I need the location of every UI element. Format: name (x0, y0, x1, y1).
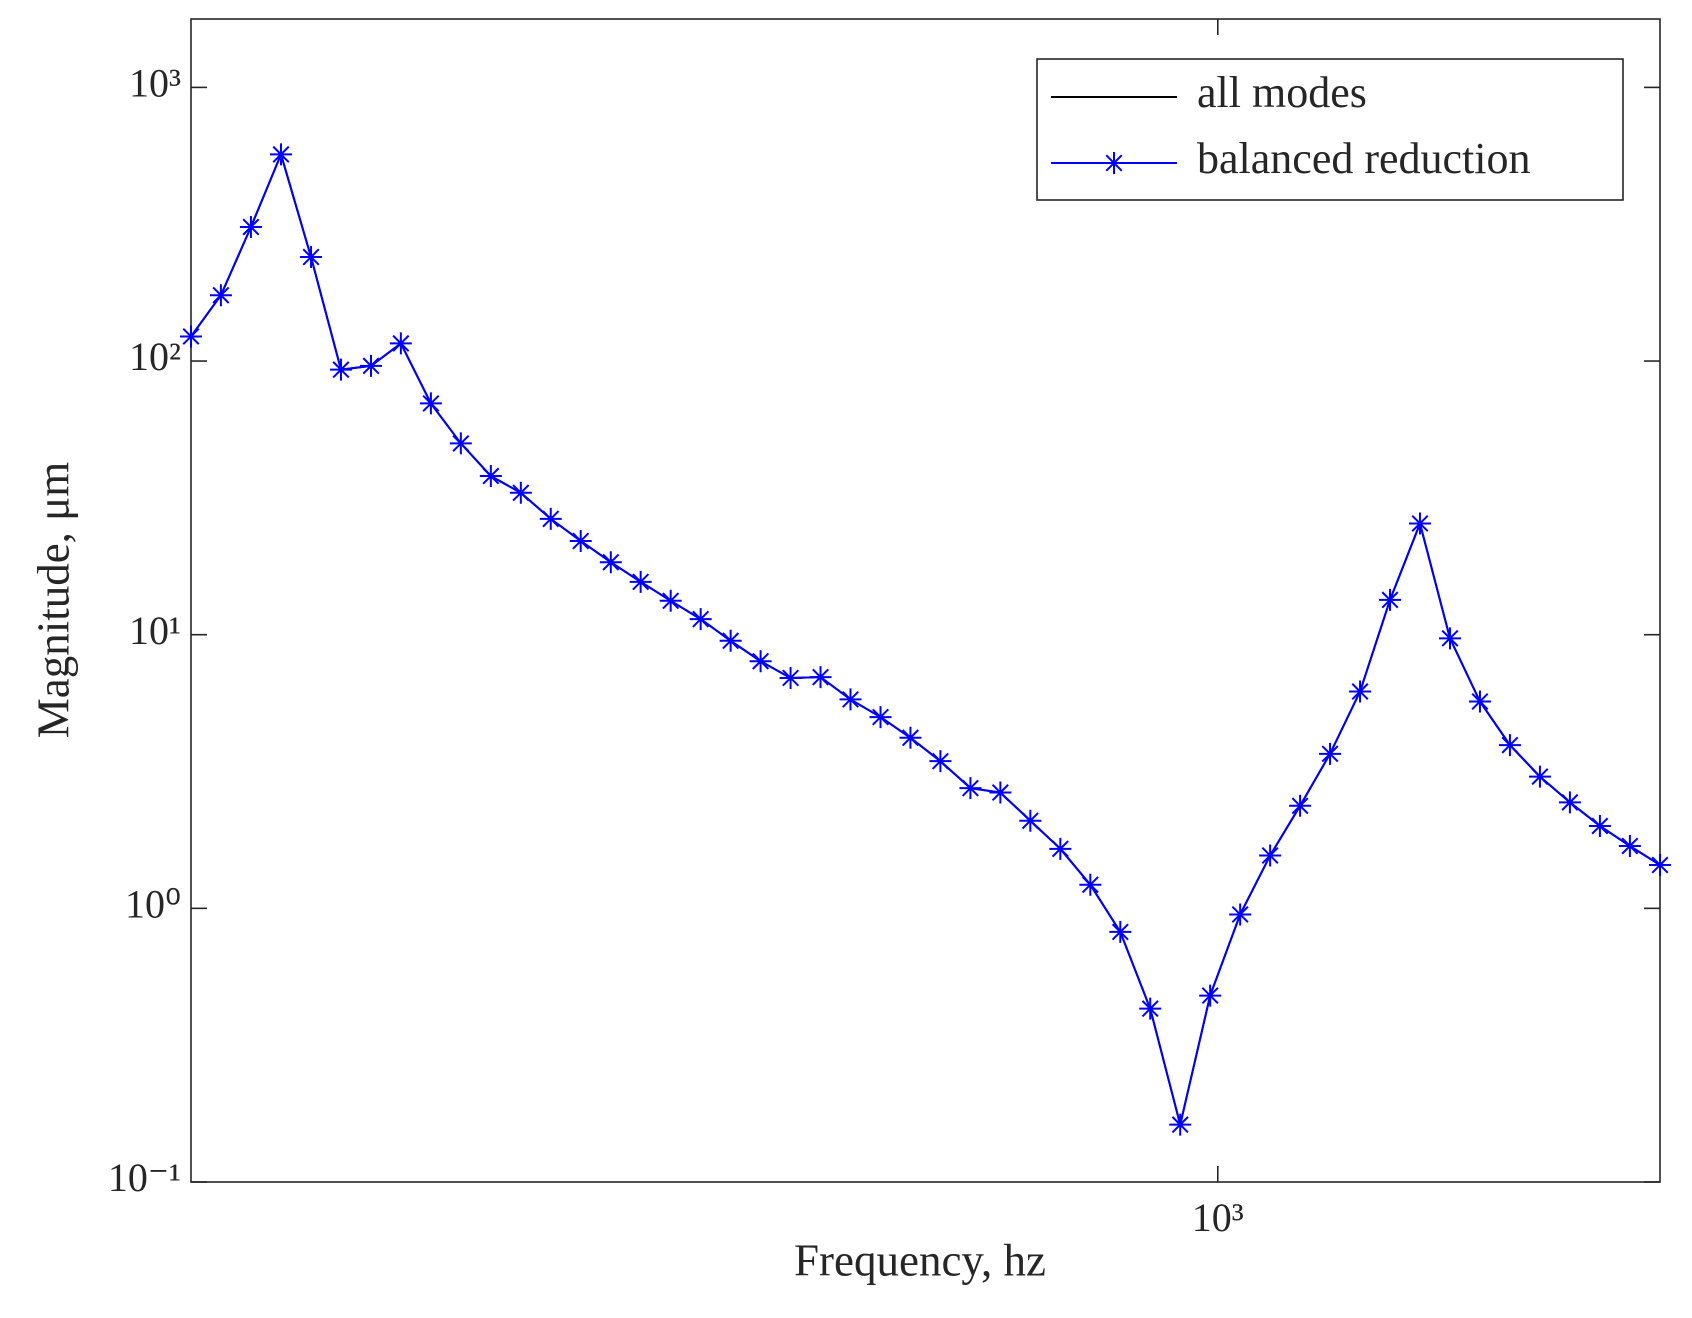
marker (869, 706, 892, 729)
marker (539, 507, 562, 530)
marker (779, 666, 802, 689)
x-axis-label: Frequency, hz (794, 1235, 1046, 1285)
marker (1139, 997, 1162, 1020)
marker (300, 246, 323, 268)
series-line (190, 151, 1661, 1125)
marker (1468, 690, 1491, 713)
marker (599, 551, 622, 574)
x-tick-label: 10³ (1192, 1195, 1244, 1240)
marker (1049, 837, 1072, 860)
marker (719, 629, 742, 652)
marker (449, 432, 472, 455)
marker (1169, 1113, 1192, 1136)
marker (629, 570, 652, 593)
marker (1528, 765, 1551, 788)
legend-box (1036, 58, 1624, 201)
marker (1199, 984, 1222, 1007)
marker (1498, 734, 1521, 757)
marker (899, 726, 922, 749)
marker (329, 358, 352, 381)
marker (1408, 512, 1431, 535)
marker (1229, 903, 1252, 926)
marker (1319, 742, 1342, 765)
marker (1618, 834, 1641, 857)
marker (419, 392, 442, 415)
marker (1289, 794, 1312, 817)
marker (1109, 920, 1132, 943)
marker (839, 688, 862, 711)
y-tick-label: 10¹ (129, 608, 181, 653)
y-tick-label: 10⁰ (125, 882, 181, 927)
marker (180, 325, 202, 348)
marker (1588, 814, 1611, 837)
marker (659, 589, 682, 612)
marker (509, 481, 532, 504)
marker (209, 284, 232, 307)
legend-marker (1103, 152, 1125, 174)
marker (1649, 854, 1671, 877)
marker (389, 332, 412, 355)
marker (989, 781, 1012, 804)
series-line (190, 151, 1661, 1125)
y-tick-label: 10³ (129, 61, 181, 106)
marker (569, 529, 592, 552)
marker (809, 666, 832, 689)
marker (269, 143, 292, 166)
marker (1438, 627, 1461, 650)
marker (689, 608, 712, 631)
y-axis-label: Magnitude, μm (28, 462, 78, 739)
marker (1379, 588, 1402, 611)
marker (1558, 791, 1581, 814)
y-tick-label: 10⁻¹ (108, 1155, 181, 1200)
y-tick-label: 10² (129, 334, 181, 379)
plot-frame (190, 18, 1661, 1183)
legend-label: all modes (1197, 68, 1367, 117)
marker (239, 215, 262, 238)
marker (929, 750, 952, 773)
marker (360, 354, 383, 377)
marker (1259, 844, 1282, 867)
marker (1019, 809, 1042, 832)
marker (479, 465, 502, 488)
marker (1079, 873, 1102, 896)
marker (1349, 680, 1372, 703)
legend-label: balanced reduction (1197, 134, 1531, 183)
marker (959, 777, 982, 800)
marker (749, 650, 772, 673)
